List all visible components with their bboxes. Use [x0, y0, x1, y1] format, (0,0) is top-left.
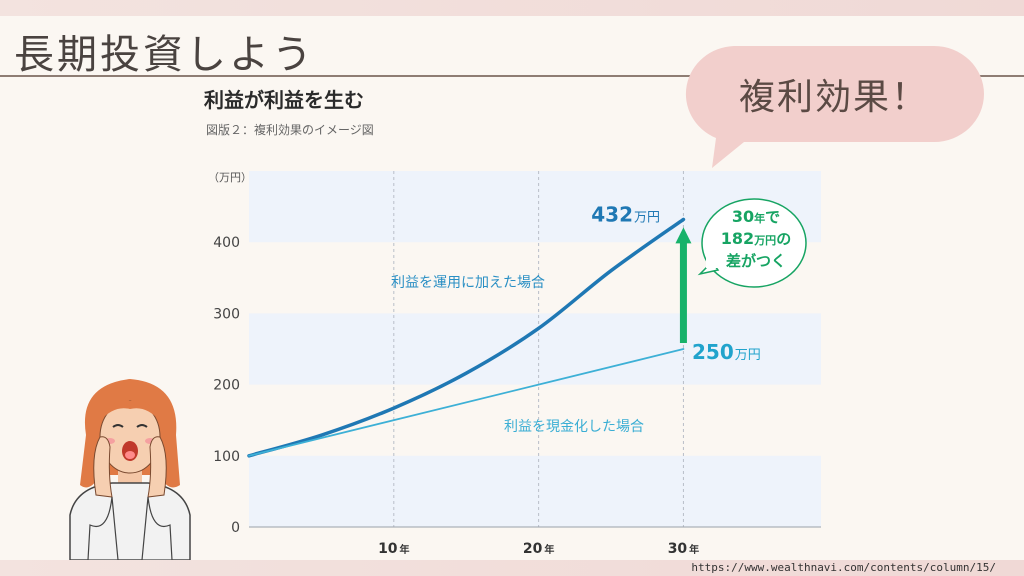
callout-line: 30年で [732, 207, 780, 226]
chart-title: 利益が利益を生む [204, 88, 364, 112]
chart-subtitle: 図版２：複利効果のイメージ図 [206, 123, 374, 137]
arrow-shaft [679, 241, 687, 343]
chart-band [249, 313, 821, 385]
y-tick-label: 300 [213, 306, 240, 322]
x-tick-unit: 年 [689, 543, 699, 556]
end-value-unit: 万円 [634, 210, 660, 225]
y-tick-label: 200 [213, 378, 240, 394]
slide-title: 長期投資しよう [14, 32, 315, 78]
speech-bubble-shape [685, 46, 984, 168]
x-tick-number: 10 [378, 541, 398, 557]
source-url: https://www.wealthnavi.com/contents/colu… [691, 561, 996, 574]
x-tick-label: 10 年 [378, 541, 409, 557]
x-tick-number: 30 [668, 541, 688, 557]
end-value-number: 250 [692, 340, 734, 364]
x-tick-labels: 10 年 20 年 30 年 [378, 541, 699, 557]
x-tick-number: 20 [523, 541, 543, 557]
surprised-woman-illustration [68, 375, 192, 564]
callout-circle [701, 198, 807, 288]
callout-text: 30 [732, 207, 754, 226]
y-axis-label: （万円） [208, 171, 252, 184]
chart-grid [393, 171, 684, 527]
x-tick-label: 30 年 [668, 541, 699, 557]
end-value-unit: 万円 [735, 348, 761, 363]
callout-text: 万円 [753, 234, 776, 247]
callout-line: 差がつく [726, 252, 786, 270]
x-tick-label: 20 年 [523, 541, 554, 557]
callout-text: 差がつく [726, 252, 786, 270]
series-line [247, 217, 686, 458]
callout-text: 182 [721, 229, 754, 248]
end-value-label: 250万円 [692, 340, 761, 364]
end-value-label: 432万円 [591, 202, 660, 226]
x-tick-unit: 年 [544, 543, 554, 556]
callout-line: 182万円の [721, 229, 791, 248]
y-tick-label: 0 [231, 520, 240, 536]
top-stripe [0, 0, 1024, 16]
y-tick-label: 100 [213, 449, 240, 465]
callout-tail-mask [706, 258, 722, 268]
series-label: 利益を現金化した場合 [504, 419, 644, 435]
chart-bands [249, 171, 821, 527]
series-label: 利益を運用に加えた場合 [391, 275, 545, 291]
callout-text: で [765, 208, 780, 226]
title-divider [0, 75, 1024, 77]
chart-band [249, 455, 821, 527]
arrow-head [675, 227, 692, 244]
x-tick-unit: 年 [400, 543, 410, 556]
end-value-number: 432 [591, 202, 633, 226]
series-line [248, 348, 685, 457]
speech-bubble-text: 複利効果！ [738, 77, 929, 118]
y-tick-label: 400 [213, 235, 240, 251]
bottom-stripe [0, 560, 1024, 576]
speech-bubble: 複利効果！ [684, 46, 984, 168]
callout-text: 年 [754, 211, 765, 225]
difference-arrow [675, 227, 692, 343]
woman-icon [69, 379, 191, 561]
y-tick-labels: 0 100 200 300 400 [213, 235, 240, 536]
callout-text: の [776, 230, 791, 248]
